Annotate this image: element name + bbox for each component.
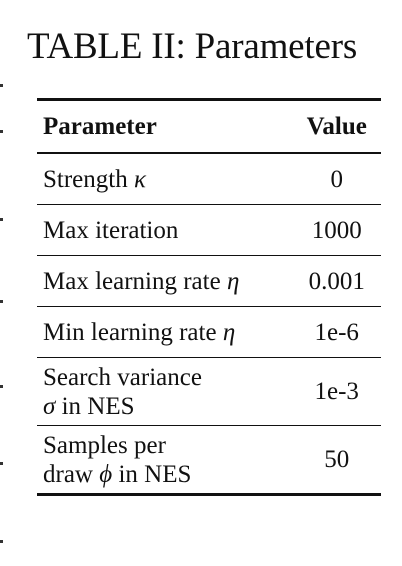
parameter-name: Strength xyxy=(43,165,134,193)
margin-mark xyxy=(0,385,3,388)
parameter-name: Samples per xyxy=(43,431,166,459)
column-header-value: Value xyxy=(306,113,367,140)
parameter-cell: Search variance σ in NES xyxy=(37,358,292,426)
value-cell: 0 xyxy=(330,165,343,193)
parameter-symbol: η xyxy=(226,267,240,295)
table-row: Samples per draw ϕ in NES 50 xyxy=(37,426,381,495)
parameter-cell: Samples per draw ϕ in NES xyxy=(37,426,292,495)
parameter-symbol: ϕ xyxy=(99,460,113,488)
parameter-symbol: σ xyxy=(43,392,56,420)
value-cell: 50 xyxy=(324,446,350,473)
table-row: Max learning rate η 0.001 xyxy=(37,256,381,307)
margin-mark xyxy=(0,218,3,221)
parameter-cell: Max iteration xyxy=(37,205,292,256)
parameter-cell: Strength κ xyxy=(37,153,292,205)
table-row: Strength κ 0 xyxy=(37,153,381,205)
parameter-name-line2: draw xyxy=(43,460,100,488)
value-cell: 1000 xyxy=(311,216,362,244)
table-row: Min learning rate η 1e-6 xyxy=(37,307,381,358)
table-row: Max iteration 1000 xyxy=(37,205,381,256)
parameter-suffix: in NES xyxy=(112,460,192,488)
parameters-table: Parameter Value Strength κ 0 Max iterati… xyxy=(37,98,381,496)
column-header-parameter: Parameter xyxy=(43,113,157,140)
margin-mark xyxy=(0,130,3,133)
value-cell: 1e-3 xyxy=(314,378,359,405)
parameter-symbol: η xyxy=(222,318,236,346)
margin-mark xyxy=(0,84,3,87)
parameter-name: Max iteration xyxy=(43,216,179,244)
value-cell: 1e-6 xyxy=(314,318,359,346)
table-header-row: Parameter Value xyxy=(37,99,381,153)
margin-mark xyxy=(0,300,3,303)
margin-mark xyxy=(0,462,3,465)
parameter-suffix: in NES xyxy=(55,392,135,420)
parameter-name: Max learning rate xyxy=(43,267,227,295)
table-caption: TABLE II: Parameters xyxy=(27,26,358,67)
parameter-name: Search variance xyxy=(43,363,202,391)
parameter-cell: Max learning rate η xyxy=(37,256,292,307)
value-cell: 0.001 xyxy=(308,267,365,295)
margin-mark xyxy=(0,540,3,543)
table-row: Search variance σ in NES 1e-3 xyxy=(37,358,381,426)
parameter-symbol: κ xyxy=(133,165,146,193)
parameter-cell: Min learning rate η xyxy=(37,307,292,358)
parameter-name: Min learning rate xyxy=(43,318,223,346)
